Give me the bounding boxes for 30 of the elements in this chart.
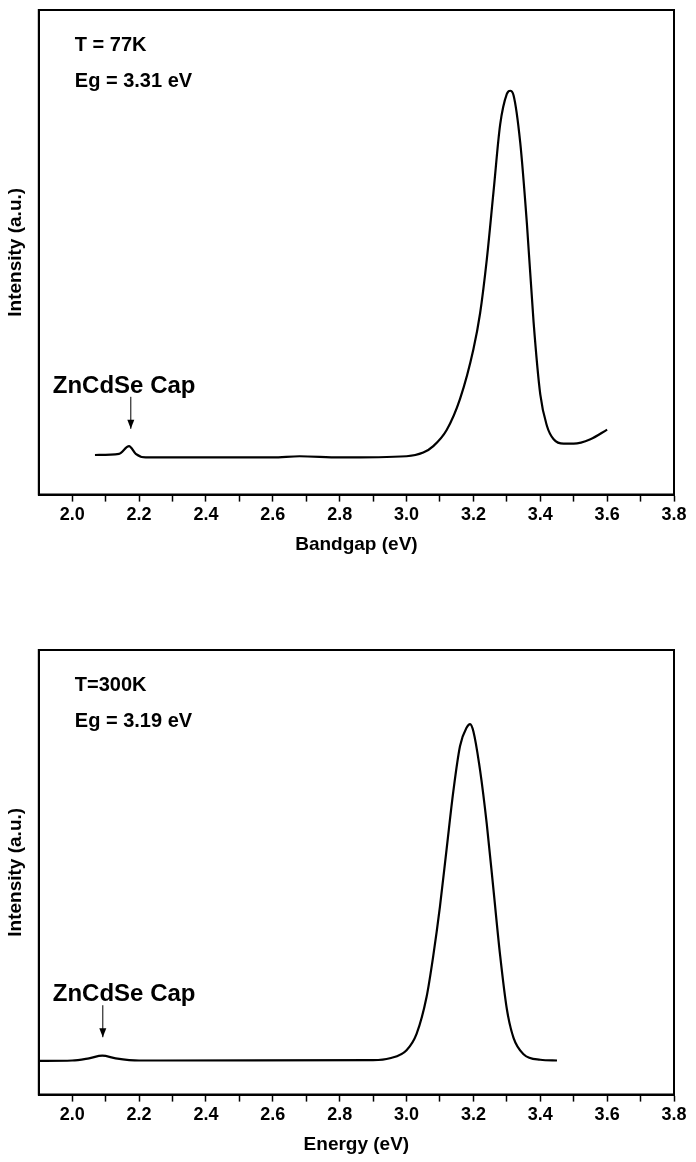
x-tick-label: 2.2 bbox=[126, 1104, 152, 1125]
x-tick-label: 2.8 bbox=[327, 504, 353, 525]
text: T=300K bbox=[74, 672, 148, 695]
x-tick-label: 3.2 bbox=[460, 504, 486, 525]
x-tick-label: 3.4 bbox=[527, 1104, 553, 1125]
x-tick-label: 2.4 bbox=[193, 1104, 219, 1125]
y-axis-title: Intensity (a.u.) bbox=[3, 187, 25, 317]
x-tick-label: 2.0 bbox=[59, 504, 85, 525]
x-axis-title: Energy (eV) bbox=[303, 1132, 410, 1154]
annotation: ZnCdSe Cap bbox=[52, 370, 196, 398]
x-tick-label: 2.6 bbox=[260, 1104, 286, 1125]
x-tick-label: 2.8 bbox=[327, 1104, 353, 1125]
x-tick-label: 3.6 bbox=[594, 1104, 620, 1125]
x-tick-label: 3.8 bbox=[661, 504, 687, 525]
text: Eg = 3.31 eV bbox=[74, 68, 193, 91]
text: T = 77K bbox=[74, 32, 148, 55]
x-tick-label: 2.0 bbox=[59, 1104, 85, 1125]
x-tick-label: 2.6 bbox=[260, 504, 286, 525]
x-tick-label: 3.0 bbox=[394, 1104, 420, 1125]
x-tick-label: 3.6 bbox=[594, 504, 620, 525]
x-tick-label: 2.4 bbox=[193, 504, 219, 525]
x-tick-label: 3.8 bbox=[661, 1104, 687, 1125]
x-tick-label: 3.4 bbox=[527, 504, 553, 525]
x-axis-title: Bandgap (eV) bbox=[295, 532, 418, 554]
x-tick-label: 3.2 bbox=[460, 1104, 486, 1125]
x-tick-label: 3.0 bbox=[394, 504, 420, 525]
y-axis-title: Intensity (a.u.) bbox=[3, 807, 25, 937]
annotation: Eg = 3.19 eV bbox=[74, 708, 193, 731]
x-tick-label: 2.2 bbox=[126, 504, 152, 525]
annotation: ZnCdSe Cap bbox=[52, 979, 196, 1007]
